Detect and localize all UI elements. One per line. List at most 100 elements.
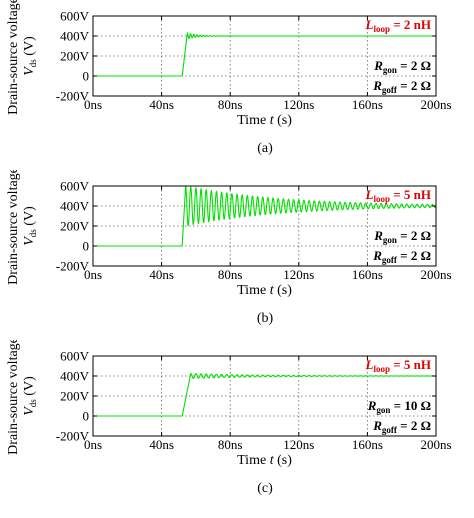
- annotation-rgoff: Rgoff = 2 Ω: [372, 248, 431, 265]
- x-axis-label-part: Time: [237, 113, 270, 128]
- x-tick-label: 80ns: [218, 437, 243, 452]
- x-tick-label: 40ns: [149, 437, 174, 452]
- y-tick-label: 200V: [60, 219, 90, 234]
- panel-a: -200V 0 200V 400V 600V 0ns 40ns 80ns 120ns 160ns 2…: [0, 0, 474, 169]
- x-tick-label: 200ns: [420, 267, 451, 282]
- panel-c: -200V 0 200V 400V 600V 0ns 40ns 80ns 120ns 160ns 2…: [0, 340, 474, 509]
- y-axis-label-part: ds: [28, 399, 38, 408]
- annotation-rgoff-part: goff: [382, 255, 398, 265]
- annotation-rgon-part: gon: [376, 405, 390, 415]
- y-tick-label: 0: [83, 69, 90, 84]
- x-tick-label: 120ns: [283, 267, 314, 282]
- chart-svg-a: -200V 0 200V 400V 600V 0ns 40ns 80ns 120ns 160ns 2…: [6, 0, 452, 156]
- annotation-lloop-part: loop: [373, 364, 390, 374]
- annotation-lloop-part: L: [365, 357, 374, 372]
- y-axis-label-part: V: [22, 236, 37, 246]
- x-axis-label: Time t (s): [237, 283, 292, 298]
- x-axis-label: Time t (s): [237, 113, 292, 128]
- annotation-lloop-part: = 2 nH: [390, 17, 431, 32]
- y-axis-label-part: ds: [28, 229, 38, 238]
- annotation-rgon-part: R: [373, 58, 383, 73]
- x-tick-label: 200ns: [420, 97, 451, 112]
- x-axis-label: Time t (s): [237, 453, 292, 468]
- y-axis-label: Drain-source voltage: [6, 170, 21, 285]
- y-tick-label: 400V: [60, 369, 90, 384]
- y-tick-label: -200V: [56, 259, 90, 274]
- x-axis-label-part: Time: [237, 453, 270, 468]
- x-tick-label: 40ns: [149, 97, 174, 112]
- annotation-rgoff-part: = 2 Ω: [397, 78, 431, 93]
- x-tick-label: 160ns: [352, 437, 383, 452]
- annotation-rgon-part: R: [367, 398, 377, 413]
- annotation-rgoff-part: R: [372, 248, 382, 263]
- x-tick-label: 80ns: [218, 267, 243, 282]
- annotation-lloop-part: = 5 nH: [390, 357, 431, 372]
- annotation-rgon: Rgon = 2 Ω: [373, 58, 431, 75]
- x-axis-label-part: Time: [237, 283, 270, 298]
- annotation-rgoff-part: = 2 Ω: [397, 248, 431, 263]
- x-tick-label: 160ns: [352, 267, 383, 282]
- y-tick-label: 200V: [60, 389, 90, 404]
- y-tick-label: 400V: [60, 199, 90, 214]
- annotation-rgoff-part: R: [372, 418, 382, 433]
- annotation-rgoff-part: R: [372, 78, 382, 93]
- annotation-rgoff-part: goff: [382, 85, 398, 95]
- annotation-rgon-part: = 10 Ω: [390, 398, 431, 413]
- x-axis-label-part: (s): [274, 453, 293, 468]
- y-axis-label-part: (V): [22, 206, 37, 229]
- chart-svg-c: -200V 0 200V 400V 600V 0ns 40ns 80ns 120ns 160ns 2…: [6, 340, 452, 496]
- x-axis-label-part: t: [270, 453, 275, 468]
- y-tick-label: 600V: [60, 349, 90, 364]
- annotation-rgoff-part: = 2 Ω: [397, 418, 431, 433]
- y-tick-label: 200V: [60, 49, 90, 64]
- x-tick-label: 120ns: [283, 437, 314, 452]
- x-tick-label: 120ns: [283, 97, 314, 112]
- x-axis-label-part: t: [270, 283, 275, 298]
- x-tick-label: 160ns: [352, 97, 383, 112]
- y-tick-label: 0: [83, 239, 90, 254]
- annotation-rgon-part: gon: [383, 65, 397, 75]
- annotation-rgon-part: gon: [383, 235, 397, 245]
- vds-waveform-line: [93, 31, 436, 77]
- annotation-rgon-part: R: [373, 228, 383, 243]
- x-tick-label: 80ns: [218, 97, 243, 112]
- subfigure-caption: (c): [257, 481, 273, 496]
- vds-waveform-line: [93, 372, 436, 417]
- y-axis-label: Drain-source voltage: [6, 340, 21, 455]
- annotation-rgon: Rgon = 2 Ω: [373, 228, 431, 245]
- y-axis-label: Drain-source voltage: [6, 0, 21, 115]
- y-axis-label-part: (V): [22, 36, 37, 59]
- y-tick-label: -200V: [56, 89, 90, 104]
- annotation-lloop: Lloop = 5 nH: [365, 357, 431, 374]
- y-tick-label: 400V: [60, 29, 90, 44]
- y-tick-label: 600V: [60, 179, 90, 194]
- panel-b: -200V 0 200V 400V 600V 0ns 40ns 80ns 120ns 160ns 2…: [0, 170, 474, 339]
- x-tick-label: 40ns: [149, 267, 174, 282]
- annotation-lloop-part: loop: [373, 24, 390, 34]
- annotation-lloop: Lloop = 2 nH: [365, 17, 431, 34]
- annotation-rgoff: Rgoff = 2 Ω: [372, 418, 431, 435]
- annotation-lloop-part: L: [365, 17, 374, 32]
- annotation-rgon-part: = 2 Ω: [397, 58, 431, 73]
- annotation-lloop-part: L: [365, 187, 374, 202]
- y-tick-label: 600V: [60, 9, 90, 24]
- y-tick-label: -200V: [56, 429, 90, 444]
- y-axis-label-part: V: [22, 66, 37, 76]
- y-axis-label-units: Vds (V): [22, 206, 38, 246]
- y-axis-label-part: (V): [22, 376, 37, 399]
- x-tick-label: 0ns: [84, 267, 102, 282]
- annotation-rgon-part: = 2 Ω: [397, 228, 431, 243]
- y-axis-label-units: Vds (V): [22, 376, 38, 416]
- annotation-rgoff: Rgoff = 2 Ω: [372, 78, 431, 95]
- annotation-lloop-part: loop: [373, 194, 390, 204]
- annotation-rgoff-part: goff: [382, 425, 398, 435]
- annotation-rgon: Rgon = 10 Ω: [367, 398, 431, 415]
- vds-waveform-line: [93, 185, 437, 247]
- x-tick-label: 200ns: [420, 437, 451, 452]
- y-tick-label: 0: [83, 409, 90, 424]
- y-axis-label-part: ds: [28, 59, 38, 68]
- annotation-lloop-part: = 5 nH: [390, 187, 431, 202]
- x-axis-label-part: t: [270, 113, 275, 128]
- subfigure-caption: (a): [257, 141, 273, 156]
- y-axis-label-part: V: [22, 406, 37, 416]
